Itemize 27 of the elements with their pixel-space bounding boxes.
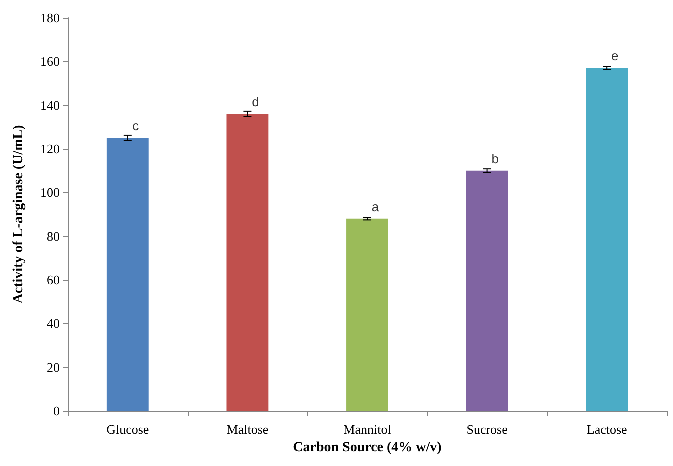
x-tick-label: Mannitol <box>344 422 392 437</box>
x-tick-label: Lactose <box>586 422 628 437</box>
y-tick-label: 0 <box>54 404 60 418</box>
annotation: b <box>492 151 499 166</box>
y-tick-label: 40 <box>47 316 60 332</box>
bar <box>586 68 628 411</box>
annotation: e <box>611 48 619 64</box>
y-tick-label: 120 <box>40 142 60 156</box>
y-tick-label: 60 <box>47 272 60 288</box>
y-tick-label: 20 <box>47 360 60 375</box>
x-tick-label: Sucrose <box>466 422 508 437</box>
annotation: a <box>372 199 380 214</box>
y-tick-label: 140 <box>40 98 60 113</box>
y-tick-label: 80 <box>47 228 60 244</box>
annotation: c <box>132 118 140 134</box>
y-tick-label: 180 <box>40 10 60 26</box>
annotation: d <box>252 94 260 110</box>
y-tick-label: 160 <box>40 54 60 70</box>
y-axis-title: Activity of L-arginase (U/mL) <box>12 124 26 304</box>
bar <box>226 114 269 411</box>
x-tick-label: Glucose <box>106 422 150 437</box>
bar <box>346 218 388 411</box>
bar <box>106 138 149 411</box>
x-tick-label: Maltose <box>226 422 269 437</box>
y-tick-label: 100 <box>40 185 60 200</box>
x-axis-title: Carbon Source (4% w/v) <box>293 440 442 456</box>
bar <box>466 170 508 411</box>
